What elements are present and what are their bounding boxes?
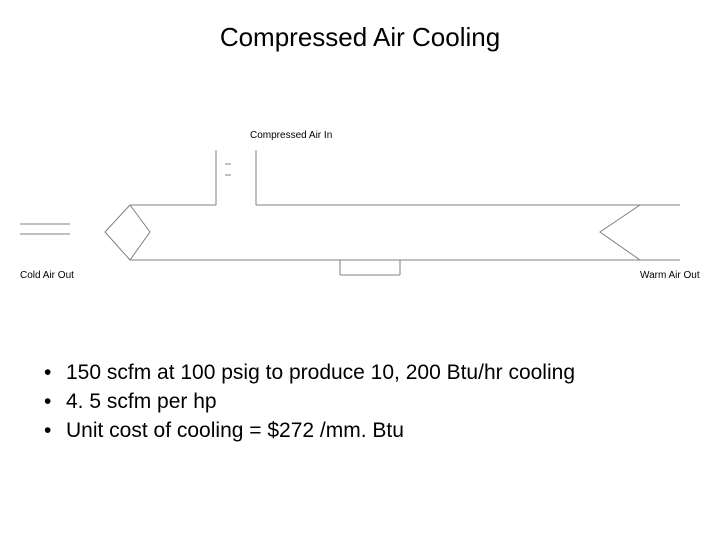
cold-zig-2 <box>130 205 150 260</box>
vortex-tube-diagram: Compressed Air In Cold Air Out Warm Air … <box>0 120 720 320</box>
bullet-list: 150 scfm at 100 psig to produce 10, 200 … <box>44 360 680 447</box>
warm-out-label: Warm Air Out <box>640 270 700 281</box>
bullet-item: 150 scfm at 100 psig to produce 10, 200 … <box>44 360 680 387</box>
diagram-svg: Compressed Air In Cold Air Out Warm Air … <box>0 120 720 320</box>
cold-zig-1 <box>105 205 130 260</box>
warm-cone <box>600 205 640 260</box>
page-title: Compressed Air Cooling <box>0 22 720 53</box>
cold-out-label: Cold Air Out <box>20 270 74 281</box>
inlet-label: Compressed Air In <box>250 130 332 141</box>
bullet-item: Unit cost of cooling = $272 /mm. Btu <box>44 418 680 445</box>
bullet-item: 4. 5 scfm per hp <box>44 389 680 416</box>
